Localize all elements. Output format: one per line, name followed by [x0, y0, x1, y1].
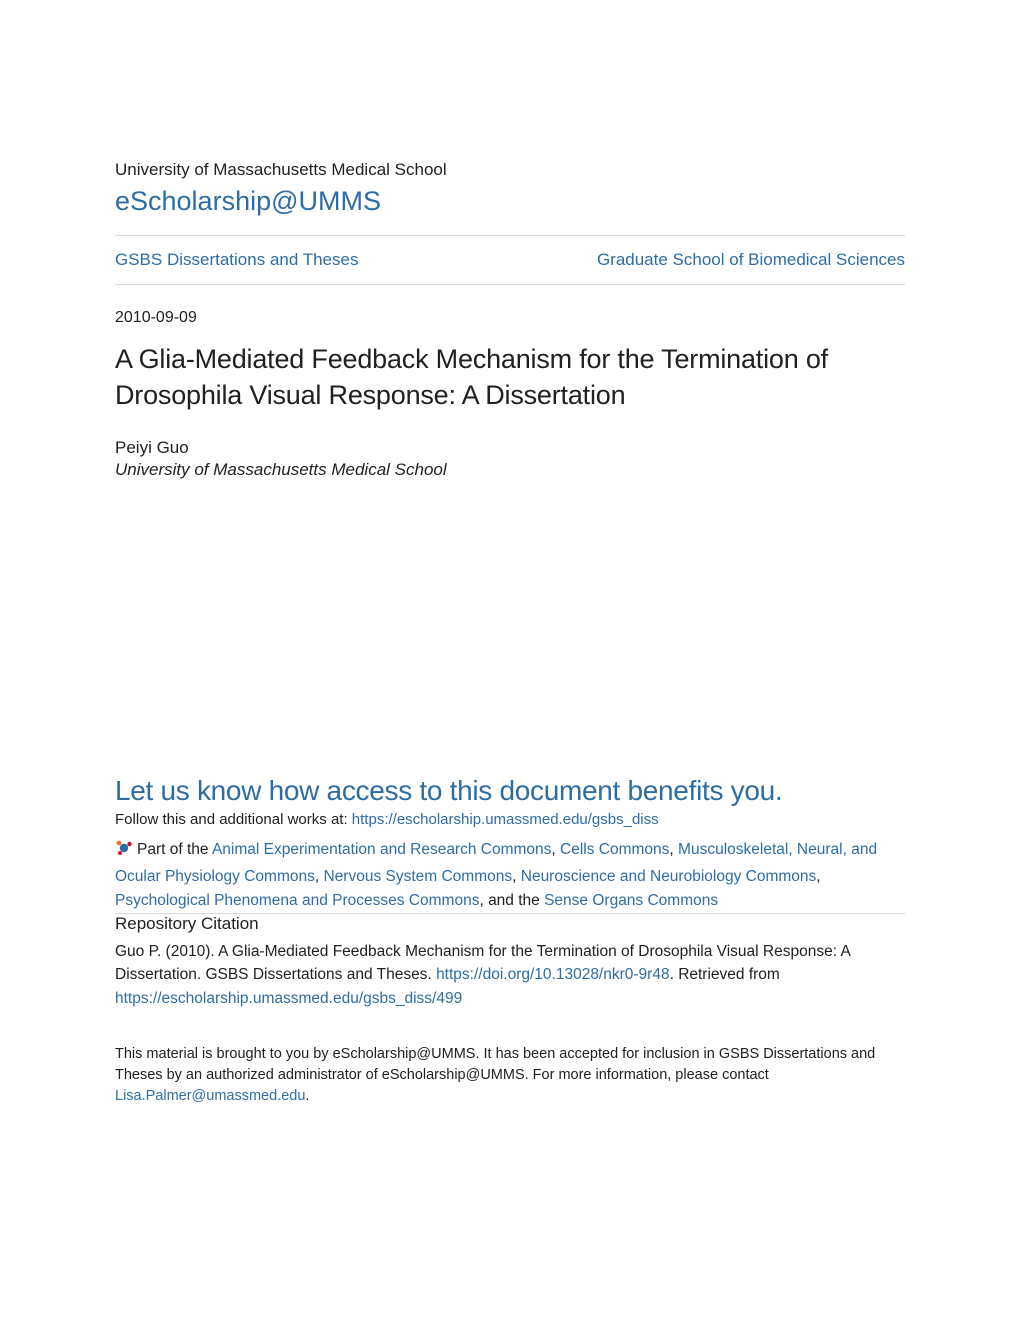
- commons-link[interactable]: Nervous System Commons: [323, 868, 512, 885]
- commons-link[interactable]: Sense Organs Commons: [544, 892, 718, 909]
- collection-link[interactable]: GSBS Dissertations and Theses: [115, 250, 358, 270]
- doi-link[interactable]: https://doi.org/10.13028/nkr0-9r48: [436, 966, 670, 983]
- footer-period: .: [305, 1088, 309, 1104]
- follow-line: Follow this and additional works at: htt…: [115, 811, 905, 828]
- commons-line: Part of the Animal Experimentation and R…: [115, 838, 905, 913]
- footer-text: This material is brought to you by eScho…: [115, 1046, 875, 1083]
- citation-body: Guo P. (2010). A Glia-Mediated Feedback …: [115, 940, 905, 1010]
- institution-name: University of Massachusetts Medical Scho…: [115, 160, 905, 180]
- retrieved-url[interactable]: https://escholarship.umassmed.edu/gsbs_d…: [115, 990, 462, 1007]
- document-title: A Glia-Mediated Feedback Mechanism for t…: [115, 341, 905, 414]
- citation-heading: Repository Citation: [115, 914, 905, 934]
- commons-link[interactable]: Animal Experimentation and Research Comm…: [212, 841, 551, 858]
- school-link[interactable]: Graduate School of Biomedical Sciences: [597, 250, 905, 270]
- footer-note: This material is brought to you by eScho…: [115, 1044, 905, 1107]
- commons-link[interactable]: Cells Commons: [560, 841, 669, 858]
- commons-link[interactable]: Psychological Phenomena and Processes Co…: [115, 892, 479, 909]
- commons-link[interactable]: Neuroscience and Neurobiology Commons: [521, 868, 817, 885]
- benefits-link[interactable]: Let us know how access to this document …: [115, 775, 905, 807]
- and-the: , and the: [479, 892, 544, 909]
- part-of-prefix: Part of the: [137, 841, 212, 858]
- breadcrumb-row: GSBS Dissertations and Theses Graduate S…: [115, 236, 905, 284]
- contact-email[interactable]: Lisa.Palmer@umassmed.edu: [115, 1088, 305, 1104]
- repository-link[interactable]: eScholarship@UMMS: [115, 186, 381, 216]
- follow-prefix: Follow this and additional works at:: [115, 811, 352, 828]
- author-name: Peiyi Guo: [115, 438, 905, 458]
- follow-url[interactable]: https://escholarship.umassmed.edu/gsbs_d…: [352, 811, 659, 828]
- publication-date: 2010-09-09: [115, 309, 905, 327]
- network-icon: [115, 839, 133, 865]
- divider: [115, 284, 905, 285]
- author-affiliation: University of Massachusetts Medical Scho…: [115, 460, 905, 480]
- citation-after-doi: . Retrieved from: [670, 966, 780, 983]
